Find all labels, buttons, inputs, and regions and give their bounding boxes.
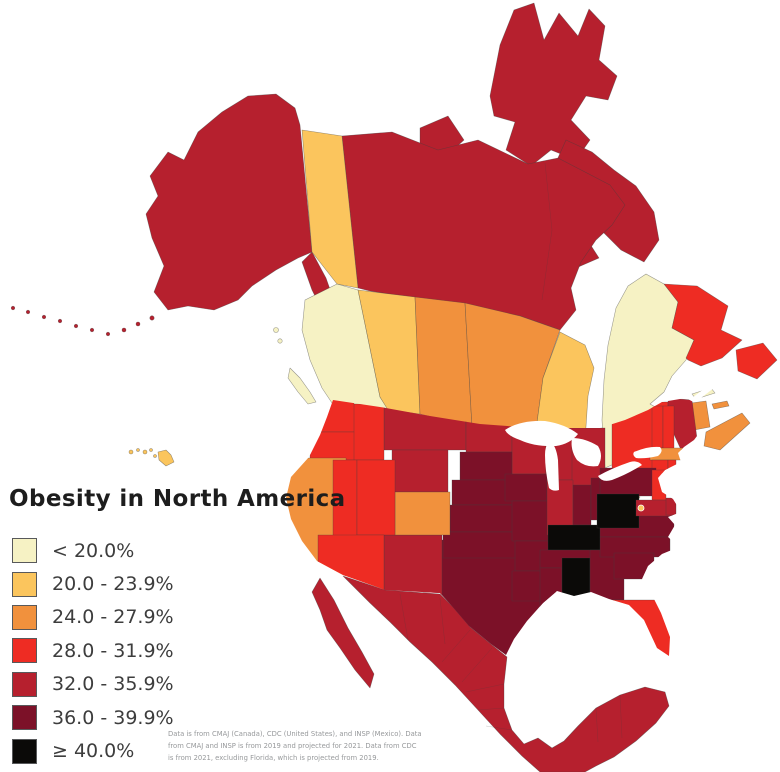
prince-edward-island-region: [711, 400, 730, 410]
legend-swatch-20-23: [12, 571, 37, 597]
legend-label-20-23: 20.0 - 23.9%: [52, 573, 174, 596]
mexico-region: [311, 575, 670, 772]
lake-ontario: [633, 446, 662, 459]
legend-label-lt20: < 20.0%: [52, 539, 135, 562]
legend-row-36-39: 36.0 - 39.9%: [12, 701, 174, 734]
legend-row-lt20: < 20.0%: [12, 534, 174, 567]
lake-superior: [505, 420, 578, 447]
legend-swatch-32-35: [12, 671, 37, 697]
legend: < 20.0% 20.0 - 23.9% 24.0 - 27.9% 28.0 -…: [12, 534, 174, 768]
legend-row-32-35: 32.0 - 35.9%: [12, 668, 174, 701]
hawaii-region: [128, 448, 175, 467]
source-footnote: Data is from CMAJ (Canada), CDC (United …: [168, 730, 422, 762]
district-of-columbia-dot: [637, 504, 645, 512]
lake-huron: [571, 438, 601, 467]
legend-row-24-27: 24.0 - 27.9%: [12, 601, 174, 634]
yukon-region: [301, 129, 359, 289]
page-title: Obesity in North America: [9, 486, 346, 512]
united-states-region: [286, 398, 699, 656]
legend-label-24-27: 24.0 - 27.9%: [52, 606, 174, 629]
saskatchewan-region: [414, 296, 473, 428]
legend-row-28-31: 28.0 - 31.9%: [12, 634, 174, 667]
mexico-state-borders: [399, 593, 623, 743]
legend-swatch-28-31: [12, 638, 37, 664]
legend-label-28-31: 28.0 - 31.9%: [52, 639, 174, 662]
legend-label-36-39: 36.0 - 39.9%: [52, 706, 174, 729]
nwt-nunavut-boundary-line: [541, 162, 553, 301]
legend-label-32-35: 32.0 - 35.9%: [52, 673, 174, 696]
aleutian-islands: [10, 305, 155, 337]
legend-row-gte40: ≥ 40.0%: [12, 734, 174, 767]
legend-swatch-lt20: [12, 538, 37, 564]
newfoundland-labrador-region: [663, 283, 778, 380]
legend-label-gte40: ≥ 40.0%: [52, 740, 135, 763]
legend-swatch-36-39: [12, 705, 37, 731]
lake-michigan: [545, 441, 559, 491]
lake-erie: [598, 461, 642, 481]
legend-swatch-gte40: [12, 738, 37, 764]
nova-scotia-region: [703, 412, 751, 451]
legend-swatch-24-27: [12, 604, 37, 630]
legend-row-20-23: 20.0 - 23.9%: [12, 567, 174, 600]
great-lakes: [505, 420, 662, 491]
